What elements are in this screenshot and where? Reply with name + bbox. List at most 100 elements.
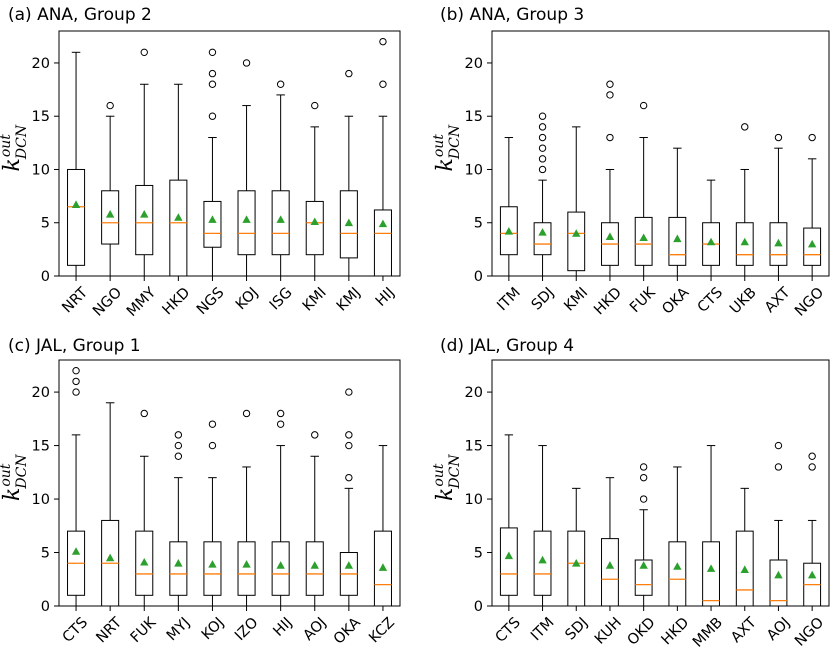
box-HKD: HKD bbox=[160, 83, 194, 319]
box-MYJ: MYJ bbox=[164, 431, 193, 644]
box-HIJ: HIJ bbox=[271, 409, 296, 640]
x-tick-label: NRT bbox=[94, 615, 126, 647]
y-tick-label: 20 bbox=[465, 56, 483, 72]
chart-title: (c) JAL, Group 1 bbox=[8, 336, 141, 356]
x-tick-label: ITM bbox=[494, 285, 523, 314]
x-tick-label: ITM bbox=[528, 615, 557, 644]
box-CTS: CTS bbox=[60, 366, 91, 646]
iqr-box bbox=[567, 211, 586, 272]
iqr-box bbox=[769, 559, 788, 607]
iqr-box bbox=[237, 541, 256, 596]
box-NRT: NRT bbox=[59, 51, 91, 316]
outlier-point bbox=[106, 101, 114, 110]
y-tick-label: 20 bbox=[465, 385, 483, 401]
box-ITM: ITM bbox=[528, 445, 558, 644]
y-tick-label: 0 bbox=[474, 599, 483, 615]
x-tick-label: KOJ bbox=[199, 615, 228, 644]
box-CTS: CTS bbox=[695, 179, 726, 316]
y-tick-label: 5 bbox=[41, 216, 50, 232]
mean-marker bbox=[71, 200, 81, 208]
iqr-box bbox=[305, 200, 324, 256]
outlier-point bbox=[208, 420, 217, 428]
x-tick-label: HKD bbox=[659, 615, 693, 649]
iqr-box bbox=[634, 216, 653, 266]
chart-panel-0: (a) ANA, Group 2 0 5 10 15 20 koutDCN NRT NGOMMY… bbox=[0, 5, 401, 320]
outlier-point bbox=[379, 37, 387, 46]
x-tick-label: FUK bbox=[128, 614, 160, 646]
mean-marker bbox=[673, 562, 682, 570]
box-HKD: HKD bbox=[591, 80, 625, 319]
box-OKA: OKA bbox=[659, 147, 692, 318]
outlier-point bbox=[345, 441, 353, 450]
y-axis-label: koutDCN bbox=[0, 124, 30, 171]
outlier-point bbox=[538, 112, 547, 120]
outlier-point bbox=[208, 112, 217, 120]
box-AOJ: AOJ bbox=[301, 431, 330, 644]
iqr-box bbox=[169, 179, 188, 277]
box-MMB: MMB bbox=[690, 445, 726, 651]
mean-marker bbox=[276, 215, 285, 223]
outlier-point bbox=[311, 431, 319, 439]
mean-marker bbox=[740, 237, 749, 246]
box-IZO: IZO bbox=[232, 409, 262, 644]
outlier-point bbox=[208, 441, 217, 450]
outlier-point bbox=[808, 463, 816, 471]
y-axis-label: koutDCN bbox=[431, 454, 463, 501]
y-tick-label: 15 bbox=[32, 109, 50, 125]
x-tick-label: AOJ bbox=[764, 615, 793, 644]
x-tick-label: HKD bbox=[160, 285, 194, 319]
mean-marker bbox=[538, 228, 547, 236]
x-tick-label: MYJ bbox=[164, 615, 193, 644]
chart-title: (b) ANA, Group 3 bbox=[440, 5, 584, 25]
x-tick-label: KCZ bbox=[366, 615, 398, 647]
outlier-point bbox=[276, 409, 285, 418]
x-tick-label: OKD bbox=[625, 615, 659, 649]
mean-marker bbox=[774, 570, 783, 579]
box-OKA: OKA bbox=[331, 388, 364, 648]
outlier-point bbox=[774, 463, 783, 471]
iqr-box bbox=[634, 559, 653, 596]
plot-frame bbox=[491, 30, 830, 277]
outlier-point bbox=[639, 463, 648, 471]
outlier-point bbox=[538, 144, 547, 152]
outlier-point bbox=[72, 377, 80, 386]
iqr-box bbox=[499, 527, 518, 596]
box-ISG: ISG bbox=[267, 80, 296, 313]
iqr-box bbox=[135, 184, 154, 256]
outlier-point bbox=[140, 409, 148, 418]
chart-panel-1: (b) ANA, Group 3 0 5 10 15 20 koutDCN ITM SDJ KMI… bbox=[431, 5, 830, 320]
y-tick-label: 20 bbox=[32, 385, 50, 401]
iqr-box bbox=[668, 541, 687, 607]
x-tick-label: SDJ bbox=[563, 615, 592, 644]
x-tick-label: KUH bbox=[592, 615, 625, 648]
mean-marker bbox=[572, 559, 581, 567]
x-tick-label: KOJ bbox=[233, 285, 262, 314]
y-tick-label: 15 bbox=[465, 109, 483, 125]
mean-marker bbox=[639, 233, 648, 242]
outlier-point bbox=[345, 431, 353, 439]
x-tick-label: AOJ bbox=[301, 615, 330, 644]
outlier-point bbox=[606, 133, 614, 142]
outlier-point bbox=[639, 101, 648, 110]
box-AXT: AXT bbox=[762, 133, 794, 316]
iqr-box bbox=[169, 541, 188, 596]
x-tick-label: FUK bbox=[627, 284, 659, 316]
plot-frame bbox=[491, 359, 830, 607]
mean-marker bbox=[504, 227, 514, 235]
outlier-point bbox=[639, 495, 648, 503]
outlier-point bbox=[808, 452, 816, 460]
mean-marker bbox=[378, 563, 388, 571]
y-tick-label: 5 bbox=[474, 546, 483, 562]
box-KUH: KUH bbox=[592, 477, 625, 648]
outlier-point bbox=[208, 69, 217, 78]
x-tick-label: HKD bbox=[591, 285, 625, 319]
box-KMI: KMI bbox=[300, 101, 330, 315]
mean-marker bbox=[208, 215, 217, 223]
box-KOJ: KOJ bbox=[199, 420, 228, 644]
box-KCZ: KCZ bbox=[366, 445, 398, 647]
box-MMY: MMY bbox=[124, 48, 159, 320]
outlier-point bbox=[208, 48, 217, 57]
outlier-point bbox=[639, 473, 648, 482]
outlier-point bbox=[311, 101, 319, 110]
